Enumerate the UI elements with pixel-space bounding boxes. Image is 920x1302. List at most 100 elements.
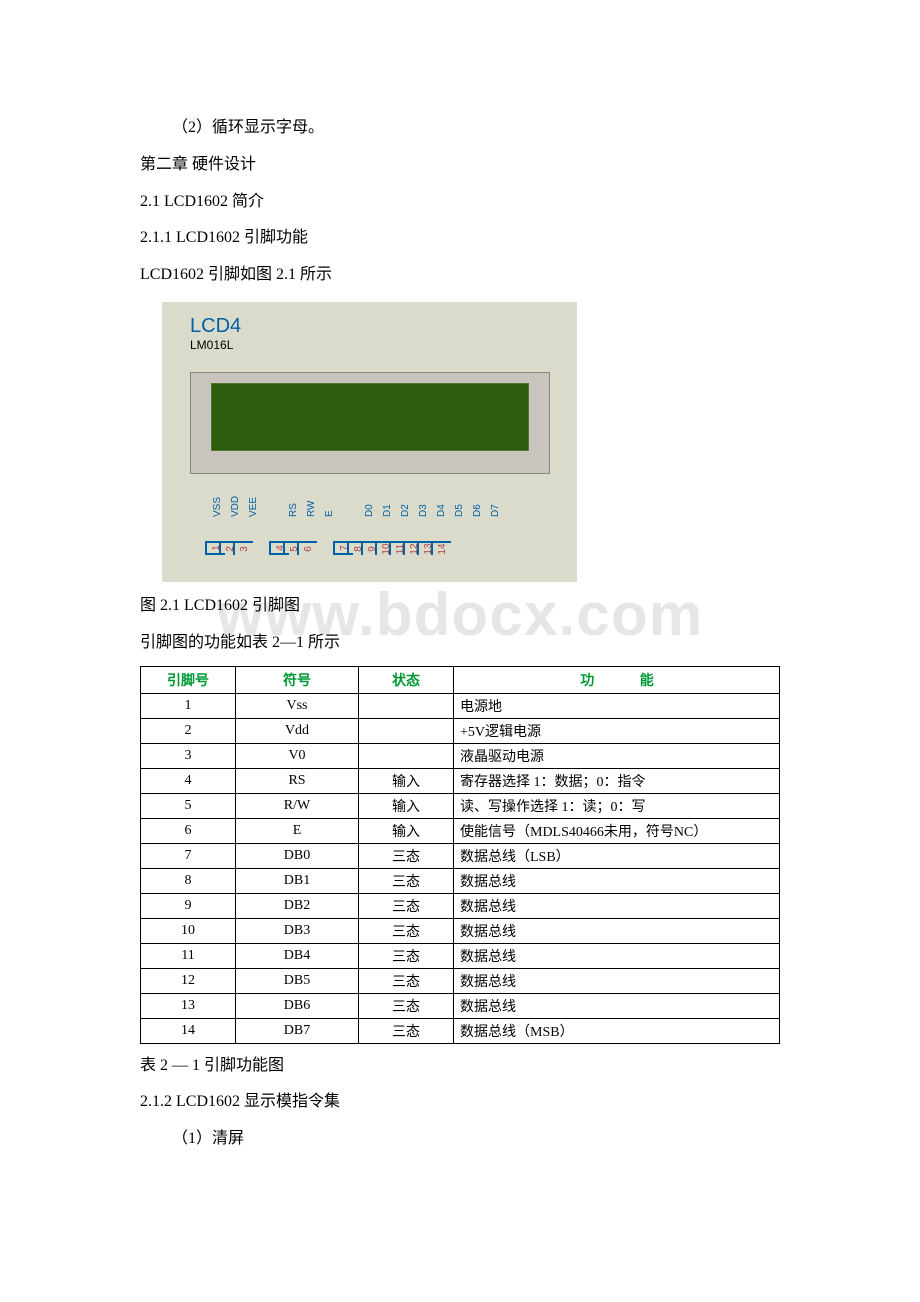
paragraph: （2）循环显示字母。 bbox=[140, 110, 780, 147]
table-cell: 输入 bbox=[359, 793, 454, 818]
table-cell: DB5 bbox=[236, 968, 359, 993]
table-cell bbox=[359, 718, 454, 743]
table-cell: 3 bbox=[141, 743, 236, 768]
table-row: 7DB0三态数据总线（LSB） bbox=[141, 843, 780, 868]
table-cell: 10 bbox=[141, 918, 236, 943]
table-cell: 电源地 bbox=[454, 693, 780, 718]
table-header-row: 引脚号 符号 状态 功 能 bbox=[141, 666, 780, 693]
table-cell: 三态 bbox=[359, 843, 454, 868]
table-header: 状态 bbox=[359, 666, 454, 693]
table-cell: 数据总线 bbox=[454, 893, 780, 918]
table-cell: 三态 bbox=[359, 1018, 454, 1043]
table-cell: Vdd bbox=[236, 718, 359, 743]
lcd-screen bbox=[211, 383, 529, 451]
table-cell: 数据总线 bbox=[454, 868, 780, 893]
table-cell: DB2 bbox=[236, 893, 359, 918]
table-cell: 4 bbox=[141, 768, 236, 793]
pin-number: 3 bbox=[233, 541, 253, 555]
table-cell bbox=[359, 743, 454, 768]
chapter-heading: 第二章 硬件设计 bbox=[140, 147, 780, 184]
table-cell: DB6 bbox=[236, 993, 359, 1018]
table-cell: DB4 bbox=[236, 943, 359, 968]
lcd-pinout-diagram: LCD4 LM016L VSSVDDVEE RSRWE D0D1D2D3D4D5… bbox=[162, 302, 577, 582]
figure-caption: 图 2.1 LCD1602 引脚图 bbox=[140, 588, 780, 625]
table-row: 11DB4三态数据总线 bbox=[141, 943, 780, 968]
table-cell: 8 bbox=[141, 868, 236, 893]
section-heading: 2.1 LCD1602 简介 bbox=[140, 184, 780, 221]
subsection-heading: 2.1.1 LCD1602 引脚功能 bbox=[140, 220, 780, 257]
table-cell: 数据总线 bbox=[454, 968, 780, 993]
table-cell: 三态 bbox=[359, 918, 454, 943]
table-row: 5R/W输入读、写操作选择 1：读；0：写 bbox=[141, 793, 780, 818]
table-cell: E bbox=[236, 818, 359, 843]
table-cell: 6 bbox=[141, 818, 236, 843]
table-cell: DB1 bbox=[236, 868, 359, 893]
table-cell bbox=[359, 693, 454, 718]
table-cell: DB7 bbox=[236, 1018, 359, 1043]
table-cell: R/W bbox=[236, 793, 359, 818]
table-cell: 三态 bbox=[359, 868, 454, 893]
table-cell: 7 bbox=[141, 843, 236, 868]
table-row: 1Vss 电源地 bbox=[141, 693, 780, 718]
pin-function-table: 引脚号 符号 状态 功 能 1Vss 电源地 2Vdd +5V逻辑电源 3V0 液晶驱动电… bbox=[140, 666, 780, 1044]
table-cell: 三态 bbox=[359, 943, 454, 968]
pin-number: 6 bbox=[297, 541, 317, 555]
table-cell: 数据总线 bbox=[454, 918, 780, 943]
table-cell: +5V逻辑电源 bbox=[454, 718, 780, 743]
table-cell: RS bbox=[236, 768, 359, 793]
table-cell: 读、写操作选择 1：读；0：写 bbox=[454, 793, 780, 818]
pin-numbers-row: 123 456 7891011121314 bbox=[190, 538, 550, 558]
table-caption: 表 2 — 1 引脚功能图 bbox=[140, 1048, 780, 1085]
table-header: 引脚号 bbox=[141, 666, 236, 693]
table-cell: 寄存器选择 1：数据；0：指令 bbox=[454, 768, 780, 793]
paragraph: （1）清屏 bbox=[140, 1121, 780, 1158]
table-cell: 数据总线 bbox=[454, 993, 780, 1018]
table-row: 6E输入使能信号（MDLS40466未用，符号NC） bbox=[141, 818, 780, 843]
table-cell: 1 bbox=[141, 693, 236, 718]
table-cell: 使能信号（MDLS40466未用，符号NC） bbox=[454, 818, 780, 843]
table-cell: 数据总线（LSB） bbox=[454, 843, 780, 868]
table-header: 功 能 bbox=[454, 666, 780, 693]
table-header: 符号 bbox=[236, 666, 359, 693]
table-row: 4RS输入寄存器选择 1：数据；0：指令 bbox=[141, 768, 780, 793]
table-cell: 数据总线（MSB） bbox=[454, 1018, 780, 1043]
table-row: 8DB1三态数据总线 bbox=[141, 868, 780, 893]
subsection-heading: 2.1.2 LCD1602 显示模指令集 bbox=[140, 1084, 780, 1121]
lcd-body bbox=[190, 372, 550, 474]
diagram-subtitle: LM016L bbox=[190, 338, 577, 352]
table-cell: 5 bbox=[141, 793, 236, 818]
table-cell: Vss bbox=[236, 693, 359, 718]
table-cell: 输入 bbox=[359, 818, 454, 843]
table-row: 10DB3三态数据总线 bbox=[141, 918, 780, 943]
paragraph: LCD1602 引脚如图 2.1 所示 bbox=[140, 257, 780, 294]
table-cell: 数据总线 bbox=[454, 943, 780, 968]
pin-number: 14 bbox=[431, 541, 451, 555]
table-cell: 9 bbox=[141, 893, 236, 918]
table-row: 9DB2三态数据总线 bbox=[141, 893, 780, 918]
table-row: 3V0 液晶驱动电源 bbox=[141, 743, 780, 768]
table-row: 13DB6三态数据总线 bbox=[141, 993, 780, 1018]
table-cell: 液晶驱动电源 bbox=[454, 743, 780, 768]
table-row: 2Vdd +5V逻辑电源 bbox=[141, 718, 780, 743]
table-row: 14DB7三态数据总线（MSB） bbox=[141, 1018, 780, 1043]
paragraph: 引脚图的功能如表 2—1 所示 bbox=[140, 625, 780, 662]
diagram-title: LCD4 bbox=[190, 316, 577, 336]
table-cell: 三态 bbox=[359, 893, 454, 918]
pin-labels-row: VSSVDDVEE RSRWE D0D1D2D3D4D5D6D7 bbox=[190, 498, 550, 526]
table-cell: 12 bbox=[141, 968, 236, 993]
table-cell: DB0 bbox=[236, 843, 359, 868]
table-cell: 13 bbox=[141, 993, 236, 1018]
document-page: （2）循环显示字母。 第二章 硬件设计 2.1 LCD1602 简介 2.1.1… bbox=[0, 0, 920, 1218]
table-cell: 三态 bbox=[359, 968, 454, 993]
table-cell: 2 bbox=[141, 718, 236, 743]
table-cell: V0 bbox=[236, 743, 359, 768]
table-cell: 三态 bbox=[359, 993, 454, 1018]
table-cell: 输入 bbox=[359, 768, 454, 793]
pin-label: E bbox=[315, 503, 343, 521]
pin-label: D7 bbox=[481, 503, 509, 521]
pin-label: VEE bbox=[239, 503, 267, 521]
table-cell: 11 bbox=[141, 943, 236, 968]
table-row: 12DB5三态数据总线 bbox=[141, 968, 780, 993]
table-cell: 14 bbox=[141, 1018, 236, 1043]
table-cell: DB3 bbox=[236, 918, 359, 943]
